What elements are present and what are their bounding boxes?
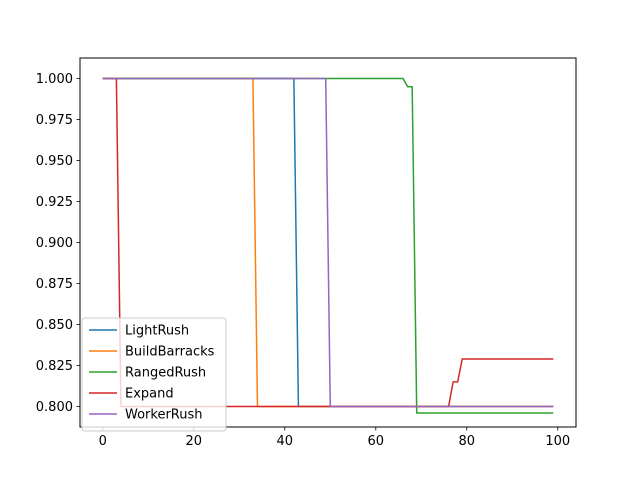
x-axis: 0 20 40 60 80 100 bbox=[99, 427, 570, 449]
legend-label-buildbarracks: BuildBarracks bbox=[125, 345, 215, 360]
x-tick-label: 80 bbox=[459, 434, 476, 449]
series-line-expand bbox=[102, 77, 554, 408]
y-tick-label: 0.875 bbox=[36, 277, 73, 292]
legend-label-rangedrush: RangedRush bbox=[125, 366, 206, 381]
y-tick-label: 0.900 bbox=[36, 236, 73, 251]
legend-label-lightrush: LightRush bbox=[125, 324, 189, 339]
y-tick-label: 0.850 bbox=[36, 318, 73, 333]
y-tick-label: 0.925 bbox=[36, 195, 73, 210]
y-tick-label: 0.975 bbox=[36, 113, 73, 128]
legend-label-workerrush: WorkerRush bbox=[125, 408, 203, 423]
series-layer bbox=[102, 77, 554, 414]
y-tick-label: 1.000 bbox=[36, 72, 73, 87]
x-tick-label: 60 bbox=[368, 434, 385, 449]
series-line-rangedrush bbox=[102, 77, 554, 414]
legend-box bbox=[81, 317, 227, 432]
y-tick-label: 0.825 bbox=[36, 359, 73, 374]
x-tick-label: 40 bbox=[276, 434, 293, 449]
x-tick-label: 100 bbox=[545, 434, 570, 449]
x-tick-label: 0 bbox=[99, 434, 107, 449]
legend: LightRush BuildBarracks RangedRush Expand Wo… bbox=[81, 317, 227, 432]
y-axis: 0.800 0.825 0.850 0.875 0.900 0.925 0.950 0.975… bbox=[36, 72, 80, 415]
legend-label-expand: Expand bbox=[125, 387, 174, 402]
series-line-workerrush bbox=[102, 77, 554, 408]
y-tick-label: 0.950 bbox=[36, 154, 73, 169]
y-tick-label: 0.800 bbox=[36, 400, 73, 415]
x-tick-label: 20 bbox=[185, 434, 202, 449]
